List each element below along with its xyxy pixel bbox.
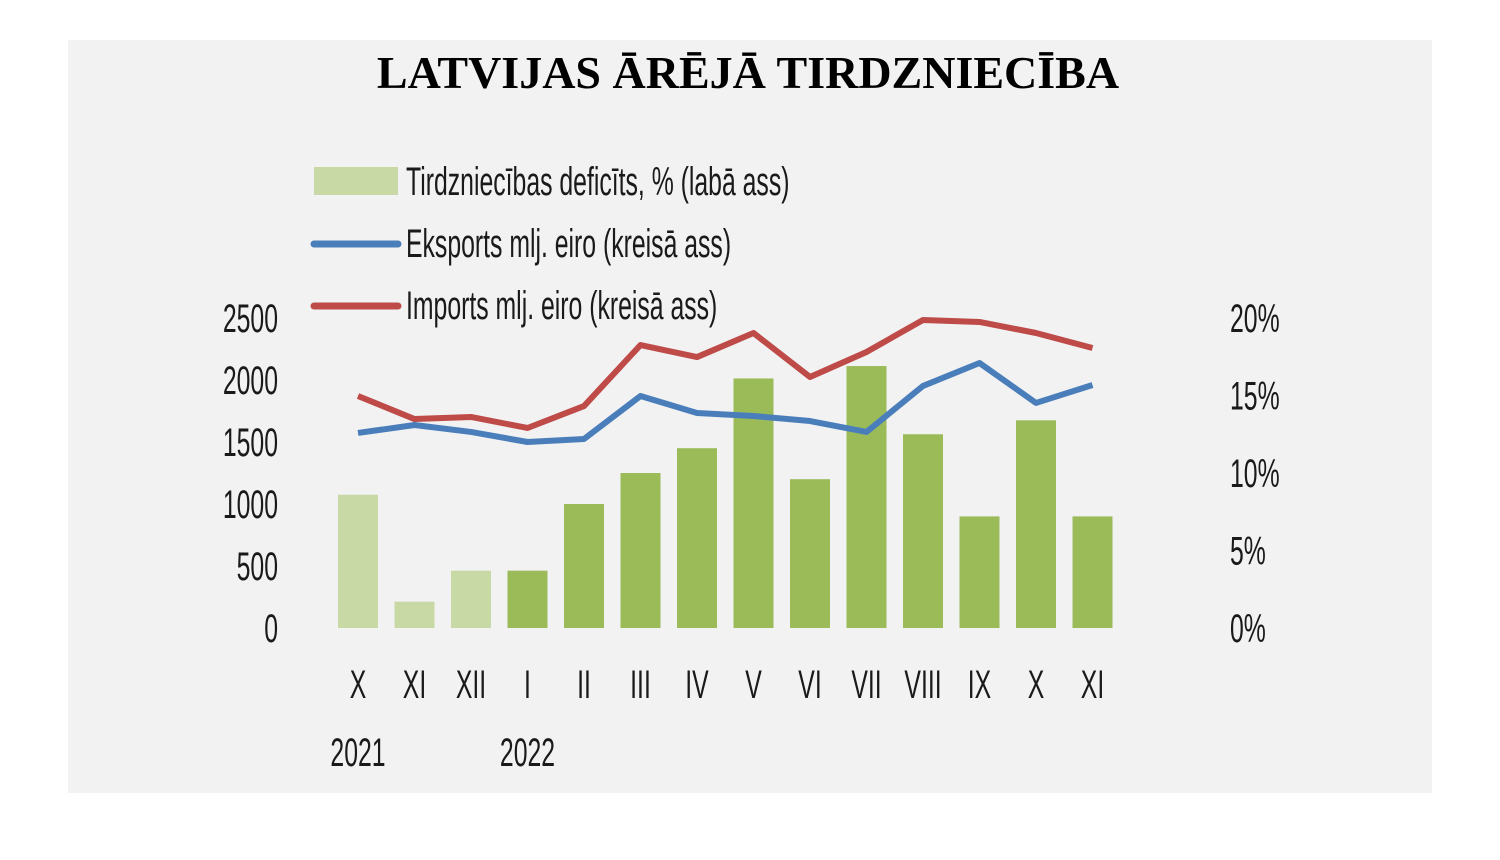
right-tick-label: 15%	[1230, 375, 1280, 419]
x-tick-label: XI	[1081, 663, 1104, 707]
left-tick-label: 0	[264, 607, 278, 651]
bar	[790, 479, 830, 628]
legend-label: Tirdzniecības deficīts, % (labā ass)	[406, 160, 789, 204]
right-tick-label: 10%	[1230, 452, 1280, 496]
x-tick-label: III	[630, 663, 651, 707]
left-tick-label: 500	[237, 545, 278, 589]
left-tick-label: 2500	[223, 297, 278, 341]
export-line	[357, 360, 1094, 445]
left-tick-label: 1500	[223, 421, 278, 465]
x-tick-label: XII	[456, 663, 486, 707]
bar	[677, 448, 717, 628]
left-tick-label: 1000	[223, 483, 278, 527]
bar	[1016, 420, 1056, 628]
bar	[507, 570, 548, 628]
bars	[338, 366, 1113, 628]
lines	[356, 316, 1094, 445]
legend: Tirdzniecības deficīts, % (labā ass) Eksp…	[310, 160, 789, 329]
bar	[903, 434, 943, 628]
bar	[564, 504, 604, 628]
bar	[846, 366, 887, 628]
bar	[1072, 516, 1113, 628]
legend-label: Eksports mlj. eiro (kreisā ass)	[406, 222, 731, 266]
x-tick-label: VIII	[904, 663, 941, 707]
x-tick-label: I	[524, 663, 531, 707]
bar	[394, 601, 435, 628]
x-tick-label: X	[350, 663, 367, 707]
x-tick-label: IX	[968, 663, 991, 707]
right-tick-label: 5%	[1230, 530, 1266, 574]
x-tick-label: X	[1028, 663, 1045, 707]
bar	[451, 570, 491, 628]
x-tick-label: VII	[851, 663, 881, 707]
year-label: 2021	[330, 731, 385, 775]
x-tick-label: XI	[403, 663, 426, 707]
x-tick-label: V	[745, 663, 762, 707]
right-tick-label: 20%	[1230, 297, 1280, 341]
bar	[620, 473, 661, 628]
legend-label: Imports mlj. eiro (kreisā ass)	[406, 284, 717, 328]
x-tick-label: II	[577, 663, 591, 707]
x-tick-label: IV	[685, 663, 709, 707]
year-label: 2022	[500, 731, 555, 775]
chart-title: LATVIJAS ĀRĒJĀ TIRDZNIECĪBA	[377, 47, 1119, 98]
legend-swatch-deficit	[314, 167, 398, 195]
x-tick-label: VI	[798, 663, 821, 707]
bar	[338, 494, 378, 628]
bar	[959, 516, 1000, 628]
left-tick-label: 2000	[223, 359, 278, 403]
import-line	[356, 316, 1094, 431]
right-tick-label: 0%	[1230, 607, 1266, 651]
